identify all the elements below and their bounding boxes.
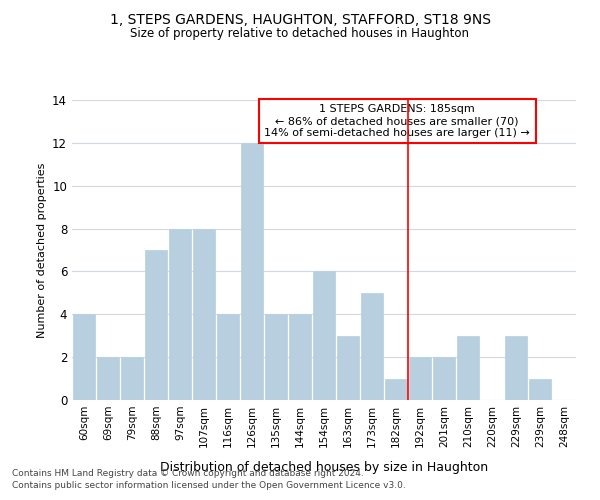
Bar [529,378,551,400]
Bar [385,378,407,400]
Text: Contains public sector information licensed under the Open Government Licence v3: Contains public sector information licen… [12,481,406,490]
Bar [265,314,287,400]
Text: Contains HM Land Registry data © Crown copyright and database right 2024.: Contains HM Land Registry data © Crown c… [12,468,364,477]
Bar [289,314,311,400]
Bar [361,293,383,400]
Bar [409,357,431,400]
Text: Size of property relative to detached houses in Haughton: Size of property relative to detached ho… [131,28,470,40]
Bar [241,143,263,400]
Bar [97,357,119,400]
Bar [457,336,479,400]
Bar [217,314,239,400]
Bar [505,336,527,400]
Text: 1 STEPS GARDENS: 185sqm
← 86% of detached houses are smaller (70)
14% of semi-de: 1 STEPS GARDENS: 185sqm ← 86% of detache… [264,104,530,138]
Bar [145,250,167,400]
X-axis label: Distribution of detached houses by size in Haughton: Distribution of detached houses by size … [160,461,488,474]
Bar [193,228,215,400]
Y-axis label: Number of detached properties: Number of detached properties [37,162,47,338]
Bar [73,314,95,400]
Bar [121,357,143,400]
Text: 1, STEPS GARDENS, HAUGHTON, STAFFORD, ST18 9NS: 1, STEPS GARDENS, HAUGHTON, STAFFORD, ST… [110,12,491,26]
Bar [337,336,359,400]
Bar [433,357,455,400]
Bar [313,272,335,400]
Bar [169,228,191,400]
